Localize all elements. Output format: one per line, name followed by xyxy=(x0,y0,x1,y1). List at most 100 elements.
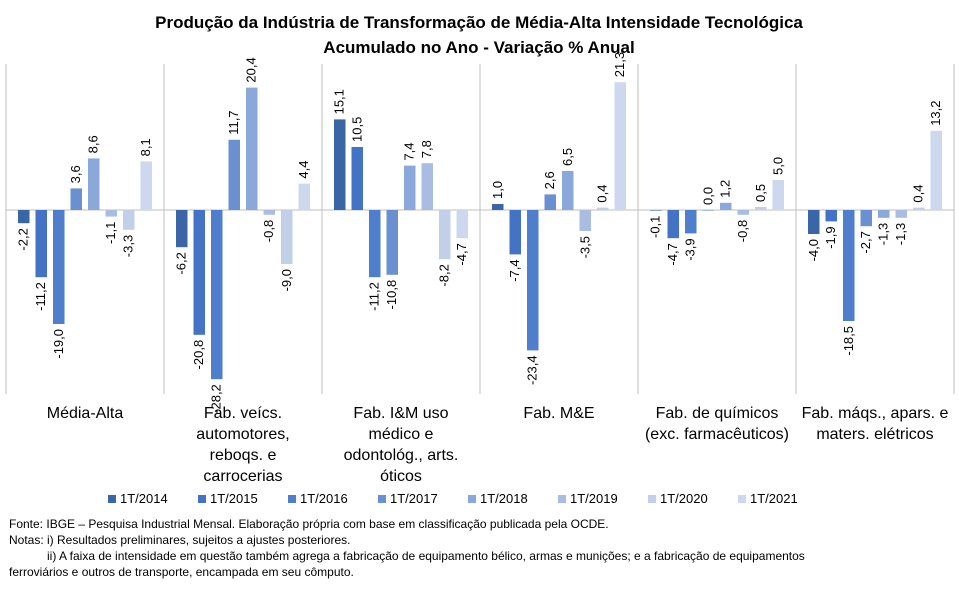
plot-area: -2,2 -11,2 -19,0 3,68,6 -1,1-3,3 8,1 Média-Alt… xyxy=(5,52,955,485)
bar xyxy=(298,183,310,210)
data-label: 2,6 xyxy=(542,171,557,189)
bar xyxy=(650,210,662,211)
bar xyxy=(334,119,346,210)
data-label: -28,2 xyxy=(209,384,224,414)
legend-swatch xyxy=(468,495,476,503)
bar xyxy=(386,210,398,275)
legend-label: 1T/2018 xyxy=(480,491,528,506)
bar xyxy=(702,210,714,211)
legend-swatch xyxy=(288,495,296,503)
data-label: 0,5 xyxy=(753,184,768,202)
legend-item: 1T/2014 xyxy=(108,491,168,506)
legend-swatch xyxy=(198,495,206,503)
legend-label: 1T/2017 xyxy=(390,491,438,506)
category-label: Fab. I&M uso médico e odontológ., arts. óti… xyxy=(344,405,459,485)
category-label: Fab. veícs. automotores, reboqs. e carrocer… xyxy=(196,405,289,485)
bar xyxy=(825,210,837,222)
data-label: 1,0 xyxy=(490,181,505,199)
bar xyxy=(421,163,433,210)
note-2a: ii) A faixa de intensidade em questão ta… xyxy=(47,549,805,563)
chart-title: Produção da Indústria de Transformação d… xyxy=(155,13,803,32)
data-label: -2,2 xyxy=(16,228,31,250)
data-label: -9,0 xyxy=(279,269,294,291)
chart-subtitle: Acumulado no Ano - Variação % Anual xyxy=(323,38,634,57)
data-label: -3,5 xyxy=(577,236,592,258)
legend-label: 1T/2015 xyxy=(210,491,258,506)
legend: 1T/2014 1T/2015 1T/2016 1T/2017 1T/2018 1T/20… xyxy=(108,491,798,506)
data-label: 7,4 xyxy=(402,143,417,161)
data-label: 8,6 xyxy=(86,135,101,153)
bar xyxy=(930,130,942,210)
bar xyxy=(808,210,820,234)
data-label: -4,0 xyxy=(806,239,821,261)
bar xyxy=(18,210,30,224)
legend-label: 1T/2019 xyxy=(570,491,618,506)
data-label: -3,3 xyxy=(121,235,136,257)
data-label: -2,7 xyxy=(858,231,873,253)
bar xyxy=(737,210,749,215)
bar xyxy=(685,210,697,234)
bar xyxy=(614,82,626,210)
data-label: 8,1 xyxy=(138,138,153,156)
bar xyxy=(456,210,468,239)
data-label: -8,2 xyxy=(437,264,452,286)
data-label: -1,3 xyxy=(876,223,891,245)
data-label: 20,4 xyxy=(244,57,259,82)
data-label: -3,9 xyxy=(683,238,698,260)
data-label: 15,1 xyxy=(332,89,347,114)
bar xyxy=(509,210,521,255)
bar xyxy=(246,87,258,210)
bar xyxy=(544,194,556,210)
category-label: Fab. máqs., apars. e maters. elétricos xyxy=(802,405,949,443)
bar xyxy=(193,210,205,335)
data-label: 13,2 xyxy=(928,100,943,125)
data-label: -10,8 xyxy=(384,280,399,310)
bar xyxy=(755,207,767,210)
data-label: -11,2 xyxy=(33,282,48,311)
data-label: 1,2 xyxy=(718,180,733,198)
legend-item: 1T/2018 xyxy=(468,491,528,506)
category-label: Média-Alta xyxy=(47,405,124,422)
data-label: 0,4 xyxy=(911,185,926,203)
legend-label: 1T/2021 xyxy=(750,491,798,506)
data-label: 3,6 xyxy=(68,165,83,183)
data-label: -11,2 xyxy=(367,282,382,311)
legend-item: 1T/2015 xyxy=(198,491,258,506)
bar xyxy=(211,210,223,380)
legend-item: 1T/2021 xyxy=(738,491,798,506)
legend-swatch xyxy=(558,495,566,503)
data-label: 11,7 xyxy=(226,110,241,134)
notes: Fonte: IBGE – Pesquisa Industrial Mensal… xyxy=(9,516,954,580)
bar xyxy=(895,210,907,218)
note-1: Notas: i) Resultados preliminares, sujei… xyxy=(9,533,351,547)
data-label: 4,4 xyxy=(296,161,311,179)
data-label: -20,8 xyxy=(191,340,206,370)
data-label: 10,5 xyxy=(349,117,364,142)
legend-item: 1T/2020 xyxy=(648,491,708,506)
data-label: -23,4 xyxy=(525,355,540,385)
bar xyxy=(527,210,539,351)
data-label: -1,9 xyxy=(823,226,838,248)
data-label: -0,8 xyxy=(261,220,276,242)
bar xyxy=(35,210,47,278)
legend-swatch xyxy=(648,495,656,503)
data-label: -4,7 xyxy=(454,243,469,265)
bar xyxy=(860,210,872,227)
category-label: Fab. M&E xyxy=(523,405,594,422)
note-2b: ferroviários e outros de transporte, enc… xyxy=(9,565,354,579)
legend-swatch xyxy=(738,495,746,503)
data-label: -19,0 xyxy=(51,329,66,359)
bar xyxy=(913,207,925,210)
bar xyxy=(492,204,504,210)
legend-label: 1T/2016 xyxy=(300,491,348,506)
bar xyxy=(720,202,732,210)
bar xyxy=(843,210,855,321)
data-label: 5,0 xyxy=(770,157,785,175)
bar xyxy=(351,147,363,210)
bar xyxy=(597,207,609,210)
bar xyxy=(123,210,135,230)
bar xyxy=(667,210,679,239)
source-note: Fonte: IBGE – Pesquisa Industrial Mensal… xyxy=(9,517,609,531)
legend-swatch xyxy=(378,495,386,503)
bar xyxy=(53,210,65,324)
